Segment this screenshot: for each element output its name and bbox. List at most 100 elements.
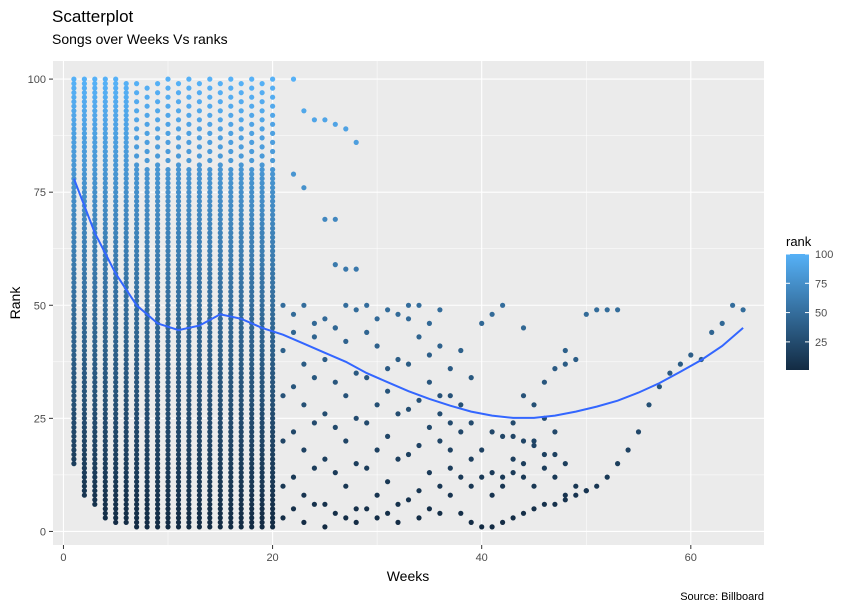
data-point xyxy=(92,280,98,286)
data-point xyxy=(165,429,171,435)
data-point xyxy=(123,397,129,403)
data-point xyxy=(113,384,119,390)
data-point xyxy=(249,384,255,390)
data-point xyxy=(165,307,171,313)
data-point xyxy=(270,311,276,317)
data-point xyxy=(165,411,171,417)
data-point xyxy=(249,221,255,227)
data-point xyxy=(217,108,223,114)
data-point xyxy=(134,153,140,159)
data-point xyxy=(186,311,192,317)
data-point xyxy=(207,293,213,299)
data-point xyxy=(113,501,119,507)
data-point xyxy=(165,465,171,471)
data-point xyxy=(196,298,202,304)
data-point xyxy=(113,519,119,526)
data-point xyxy=(207,497,213,503)
data-point xyxy=(155,252,161,259)
data-point xyxy=(144,293,150,299)
data-point xyxy=(92,406,98,412)
data-point xyxy=(238,266,244,272)
data-point xyxy=(332,470,338,476)
data-point xyxy=(165,492,171,498)
data-point xyxy=(113,388,119,394)
data-point xyxy=(175,384,182,390)
data-point xyxy=(217,479,223,485)
data-point xyxy=(123,483,129,489)
data-point xyxy=(71,397,77,403)
data-point xyxy=(322,216,328,222)
data-point xyxy=(228,243,234,250)
data-point xyxy=(270,415,276,421)
data-point xyxy=(92,167,98,173)
data-point xyxy=(92,76,98,82)
data-point xyxy=(144,384,150,390)
data-point xyxy=(531,483,537,489)
data-point xyxy=(207,216,213,222)
data-point xyxy=(165,167,171,173)
data-point xyxy=(249,497,255,503)
data-point xyxy=(238,479,244,485)
data-point xyxy=(134,524,140,530)
data-point xyxy=(479,524,485,530)
data-point xyxy=(92,257,98,263)
chart-title: Scatterplot xyxy=(52,7,134,26)
data-point xyxy=(92,302,98,308)
data-point xyxy=(123,307,129,313)
data-point xyxy=(155,185,161,191)
data-point xyxy=(113,221,119,227)
data-point xyxy=(249,492,255,498)
data-point xyxy=(102,298,108,304)
data-point xyxy=(92,103,98,109)
legend-colorbar xyxy=(786,254,809,370)
data-point xyxy=(186,248,192,254)
data-point xyxy=(217,162,223,168)
data-point xyxy=(332,510,338,516)
data-point xyxy=(238,438,244,444)
data-point xyxy=(81,465,87,471)
data-point xyxy=(92,347,98,354)
data-point xyxy=(270,207,276,213)
data-point xyxy=(71,198,77,204)
data-point xyxy=(123,207,129,213)
data-point xyxy=(259,117,265,123)
data-point xyxy=(217,198,223,204)
data-point xyxy=(92,479,98,485)
data-point xyxy=(207,375,213,381)
data-point xyxy=(102,465,108,471)
data-point xyxy=(270,492,276,498)
data-point xyxy=(259,329,265,335)
data-point xyxy=(175,393,182,399)
data-point xyxy=(259,433,265,439)
data-point xyxy=(165,384,171,390)
data-point xyxy=(270,130,276,136)
data-point xyxy=(228,325,234,331)
data-point xyxy=(249,130,255,136)
data-point xyxy=(196,171,202,177)
data-point xyxy=(175,329,182,335)
data-point xyxy=(238,284,244,290)
data-point xyxy=(259,524,265,530)
data-point xyxy=(186,492,192,498)
data-point xyxy=(249,366,255,372)
data-point xyxy=(123,262,129,268)
data-point xyxy=(81,216,87,222)
data-point xyxy=(217,225,223,231)
data-point xyxy=(196,239,202,245)
data-point xyxy=(207,157,213,164)
data-point xyxy=(270,85,276,91)
data-point xyxy=(238,275,244,281)
data-point xyxy=(207,352,213,358)
data-point xyxy=(123,447,129,453)
data-point xyxy=(259,352,265,358)
data-point xyxy=(144,361,150,367)
data-point xyxy=(134,248,140,254)
data-point xyxy=(217,406,223,412)
data-point xyxy=(196,433,202,439)
data-point xyxy=(113,465,119,471)
data-point xyxy=(113,117,119,123)
data-point xyxy=(134,289,140,295)
data-point xyxy=(81,262,87,268)
data-point xyxy=(155,271,161,277)
data-point xyxy=(92,289,98,295)
